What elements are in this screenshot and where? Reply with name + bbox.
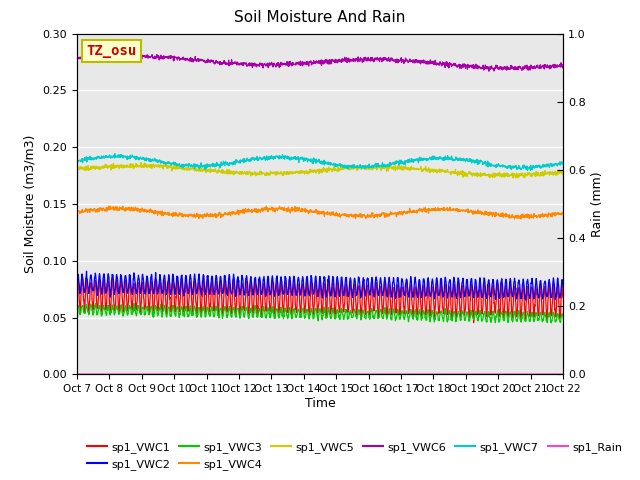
X-axis label: Time: Time <box>305 397 335 410</box>
Y-axis label: Soil Moisture (m3/m3): Soil Moisture (m3/m3) <box>24 135 36 273</box>
Title: Soil Moisture And Rain: Soil Moisture And Rain <box>234 11 406 25</box>
Text: TZ_osu: TZ_osu <box>86 44 137 58</box>
Y-axis label: Rain (mm): Rain (mm) <box>591 171 604 237</box>
Legend: sp1_VWC1, sp1_VWC2, sp1_VWC3, sp1_VWC4, sp1_VWC5, sp1_VWC6, sp1_VWC7, sp1_Rain: sp1_VWC1, sp1_VWC2, sp1_VWC3, sp1_VWC4, … <box>83 438 627 474</box>
